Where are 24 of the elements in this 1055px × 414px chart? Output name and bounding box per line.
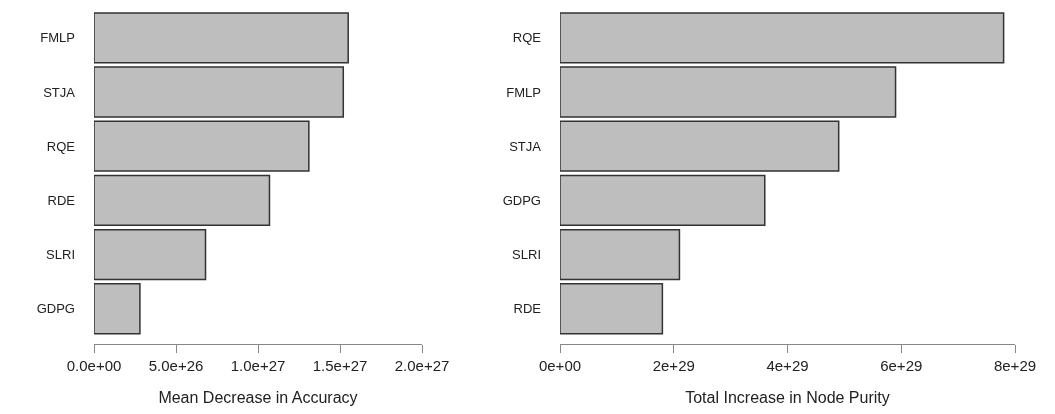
x-tick-label: 0.0e+00 bbox=[66, 357, 122, 374]
y-tick-label: GDPG bbox=[502, 192, 541, 208]
x-tick-label: 2.0e+27 bbox=[394, 357, 450, 374]
x-tick-label: 8e+29 bbox=[993, 357, 1037, 374]
x-tick-label: 0e+00 bbox=[538, 357, 582, 374]
y-tick-label: STJA bbox=[509, 138, 542, 154]
x-axis-title: Mean Decrease in Accuracy bbox=[158, 388, 358, 406]
x-tick-label: 6e+29 bbox=[880, 357, 923, 374]
y-tick-label: FMLP bbox=[40, 30, 75, 46]
y-tick-label: RQE bbox=[46, 138, 76, 154]
y-tick-label: STJA bbox=[43, 84, 76, 100]
y-tick-label: RDE bbox=[513, 301, 542, 317]
y-tick-label: RQE bbox=[512, 30, 542, 46]
x-tick-label: 1.5e+27 bbox=[312, 357, 368, 374]
y-tick-label: RDE bbox=[47, 192, 76, 208]
x-tick-label: 2e+29 bbox=[652, 357, 695, 374]
x-tick-label: 4e+29 bbox=[766, 357, 809, 374]
x-tick-label: 5.0e+26 bbox=[148, 357, 204, 374]
y-tick-label: FMLP bbox=[506, 84, 541, 100]
x-axis-title: Total Increase in Node Purity bbox=[685, 388, 890, 406]
x-tick-label: 1.0e+27 bbox=[230, 357, 286, 374]
y-tick-label: SLRI bbox=[46, 247, 75, 263]
y-tick-label: GDPG bbox=[36, 301, 75, 317]
y-tick-label: SLRI bbox=[512, 247, 541, 263]
